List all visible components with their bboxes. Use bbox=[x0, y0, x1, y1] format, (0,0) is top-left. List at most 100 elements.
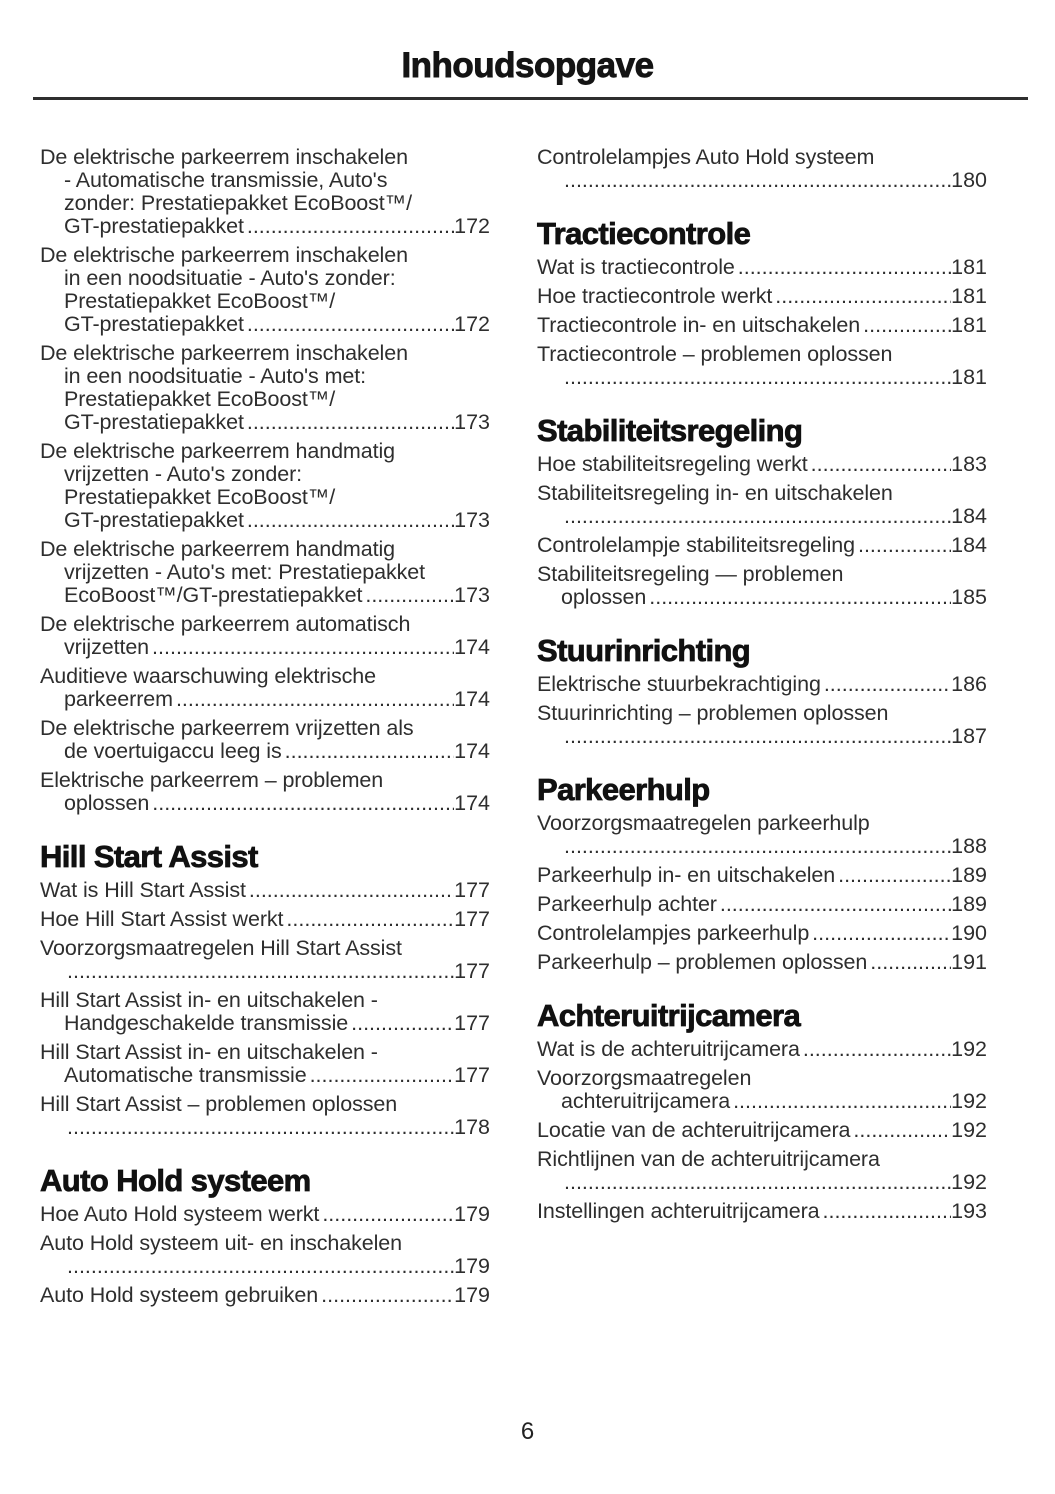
dot-leader: ........................................… bbox=[246, 411, 455, 434]
toc-entry-text: Prestatiepakket EcoBoost™/ bbox=[64, 485, 336, 509]
toc-entry-line: GT-prestatiepakket......................… bbox=[40, 411, 490, 434]
toc-entry-line: Instellingen achteruitrijcamera.........… bbox=[537, 1200, 987, 1223]
dot-leader: ........................................… bbox=[152, 636, 454, 659]
toc-entry-text: oplossen bbox=[561, 585, 647, 609]
toc-entry-text: Hoe Hill Start Assist werkt bbox=[40, 907, 284, 931]
toc-entry-line: ........................................… bbox=[537, 366, 987, 389]
toc-entry-page: 184 bbox=[951, 533, 987, 557]
toc-entry: Tractiecontrole in- en uitschakelen.....… bbox=[537, 314, 987, 337]
toc-entry-line: Richtlijnen van de achteruitrijcamera bbox=[537, 1148, 987, 1171]
toc-entry: Controlelampje stabiliteitsregeling.....… bbox=[537, 534, 987, 557]
toc-entry: Hoe Auto Hold systeem werkt.............… bbox=[40, 1203, 490, 1226]
toc-entry-line: in een noodsituatie - Auto's met: bbox=[40, 365, 490, 388]
toc-entry-line: Prestatiepakket EcoBoost™/ bbox=[40, 388, 490, 411]
toc-entry-page: 192 bbox=[951, 1089, 987, 1113]
toc-entry: De elektrische parkeerrem inschakelen in … bbox=[40, 244, 490, 336]
toc-entry: Wat is de achteruitrijcamera............… bbox=[537, 1038, 987, 1061]
toc-entry: Parkeerhulp in- en uitschakelen.........… bbox=[537, 864, 987, 887]
toc-entry-text: Hill Start Assist in- en uitschakelen - bbox=[40, 1040, 378, 1064]
toc-entry-text: vrijzetten bbox=[64, 635, 150, 659]
toc-entry-text: - Automatische transmissie, Auto's bbox=[64, 168, 388, 192]
toc-entry-page: 184 bbox=[951, 504, 987, 528]
toc-entry-text: Tractiecontrole – problemen oplossen bbox=[537, 342, 893, 366]
toc-entry: De elektrische parkeerrem vrijzetten als… bbox=[40, 717, 490, 763]
toc-entry-line: Wat is de achteruitrijcamera............… bbox=[537, 1038, 987, 1061]
toc-entry-line: Stuurinrichting – problemen oplossen bbox=[537, 702, 987, 725]
toc-entry-line: Hoe Hill Start Assist werkt.............… bbox=[40, 908, 490, 931]
toc-entry-line: De elektrische parkeerrem inschakelen bbox=[40, 146, 490, 169]
section-heading: Hill Start Assist bbox=[40, 839, 259, 874]
toc-entry-text: GT-prestatiepakket bbox=[64, 214, 244, 238]
toc-entry-text: Prestatiepakket EcoBoost™/ bbox=[64, 387, 336, 411]
toc-entry-page: 177 bbox=[454, 878, 490, 902]
toc-entry-text: Controlelampjes parkeerhulp bbox=[537, 921, 810, 945]
toc-entry-page: 192 bbox=[951, 1170, 987, 1194]
toc-entry-line: ........................................… bbox=[537, 835, 987, 858]
toc-entry-line: GT-prestatiepakket......................… bbox=[40, 509, 490, 532]
toc-entry-text: Parkeerhulp – problemen oplossen bbox=[537, 950, 868, 974]
manual-toc-page: Inhoudsopgave De elektrische parkeerrem … bbox=[0, 46, 1055, 1494]
toc-entry-page: 174 bbox=[454, 739, 490, 763]
toc-entry-line: Controlelampjes parkeerhulp.............… bbox=[537, 922, 987, 945]
toc-entry-text: Auditieve waarschuwing elektrische bbox=[40, 664, 376, 688]
toc-entry-text: Controlelampje stabiliteitsregeling bbox=[537, 533, 855, 557]
toc-entry: Voorzorgsmaatregelen achteruitrijcamera..… bbox=[537, 1067, 987, 1113]
toc-entry-line: Voorzorgsmaatregelen parkeerhulp bbox=[537, 812, 987, 835]
dot-leader: ........................................… bbox=[286, 908, 454, 931]
toc-entry-line: ........................................… bbox=[40, 1116, 490, 1139]
dot-leader: ........................................… bbox=[810, 453, 951, 476]
toc-entry-line: Parkeerhulp in- en uitschakelen.........… bbox=[537, 864, 987, 887]
toc-entry-line: ........................................… bbox=[40, 1255, 490, 1278]
toc-entry-line: Voorzorgsmaatregelen bbox=[537, 1067, 987, 1090]
toc-entry-page: 177 bbox=[454, 1063, 490, 1087]
dot-leader: ........................................… bbox=[365, 584, 455, 607]
dot-leader: ........................................… bbox=[857, 534, 951, 557]
toc-entry-line: Controlelampjes Auto Hold systeem bbox=[537, 146, 987, 169]
toc-entry-line: ........................................… bbox=[537, 169, 987, 192]
toc-entry-line: - Automatische transmissie, Auto's bbox=[40, 169, 490, 192]
toc-entry-line: De elektrische parkeerrem inschakelen bbox=[40, 342, 490, 365]
toc-entry-line: ........................................… bbox=[537, 505, 987, 528]
toc-entry-text: vrijzetten - Auto's zonder: bbox=[64, 462, 303, 486]
toc-entry: De elektrische parkeerrem inschakelen in … bbox=[40, 342, 490, 434]
toc-entry-line: Wat is tractiecontrole..................… bbox=[537, 256, 987, 279]
toc-entry-page: 181 bbox=[951, 365, 987, 389]
toc-column-left: De elektrische parkeerrem inschakelen - A… bbox=[40, 146, 490, 1313]
toc-entry-line: Automatische transmissie................… bbox=[40, 1064, 490, 1087]
dot-leader: ........................................… bbox=[564, 1171, 952, 1194]
dot-leader: ........................................… bbox=[322, 1203, 454, 1226]
toc-entry-page: 179 bbox=[454, 1283, 490, 1307]
header-divider bbox=[33, 97, 1028, 100]
toc-entry-text: zonder: Prestatiepakket EcoBoost™/ bbox=[64, 191, 412, 215]
toc-entry-text: Wat is tractiecontrole bbox=[537, 255, 735, 279]
toc-entry-text: in een noodsituatie - Auto's met: bbox=[64, 364, 366, 388]
toc-entry-line: zonder: Prestatiepakket EcoBoost™/ bbox=[40, 192, 490, 215]
dot-leader: ........................................… bbox=[67, 1116, 455, 1139]
toc-entry-text: Automatische transmissie bbox=[64, 1063, 307, 1087]
toc-entry-page: 188 bbox=[951, 834, 987, 858]
toc-entry: Controlelampjes Auto Hold systeem.......… bbox=[537, 146, 987, 192]
dot-leader: ........................................… bbox=[564, 169, 952, 192]
toc-entry-line: Hoe Auto Hold systeem werkt.............… bbox=[40, 1203, 490, 1226]
toc-entry-line: GT-prestatiepakket......................… bbox=[40, 215, 490, 238]
toc-entry-line: in een noodsituatie - Auto's zonder: bbox=[40, 267, 490, 290]
toc-entry: Hill Start Assist in- en uitschakelen -H… bbox=[40, 989, 490, 1035]
toc-entry-text: achteruitrijcamera bbox=[561, 1089, 731, 1113]
toc-entry-line: Hoe tractiecontrole werkt...............… bbox=[537, 285, 987, 308]
toc-entry-page: 180 bbox=[951, 168, 987, 192]
dot-leader: ........................................… bbox=[649, 586, 951, 609]
dot-leader: ........................................… bbox=[248, 879, 454, 902]
toc-entry: Hoe tractiecontrole werkt...............… bbox=[537, 285, 987, 308]
toc-entry-line: Prestatiepakket EcoBoost™/ bbox=[40, 290, 490, 313]
toc-entry-page: 189 bbox=[951, 892, 987, 916]
toc-entry-page: 190 bbox=[951, 921, 987, 945]
dot-leader: ........................................… bbox=[802, 1038, 952, 1061]
toc-entry-page: 179 bbox=[454, 1202, 490, 1226]
toc-entry-text: Hill Start Assist – problemen oplossen bbox=[40, 1092, 398, 1116]
dot-leader: ........................................… bbox=[853, 1119, 951, 1142]
dot-leader: ........................................… bbox=[67, 1255, 455, 1278]
toc-entry-page: 173 bbox=[454, 508, 490, 532]
toc-entry-line: Elektrische stuurbekrachtiging..........… bbox=[537, 673, 987, 696]
toc-entry-line: ........................................… bbox=[40, 960, 490, 983]
toc-entry-page: 174 bbox=[454, 635, 490, 659]
